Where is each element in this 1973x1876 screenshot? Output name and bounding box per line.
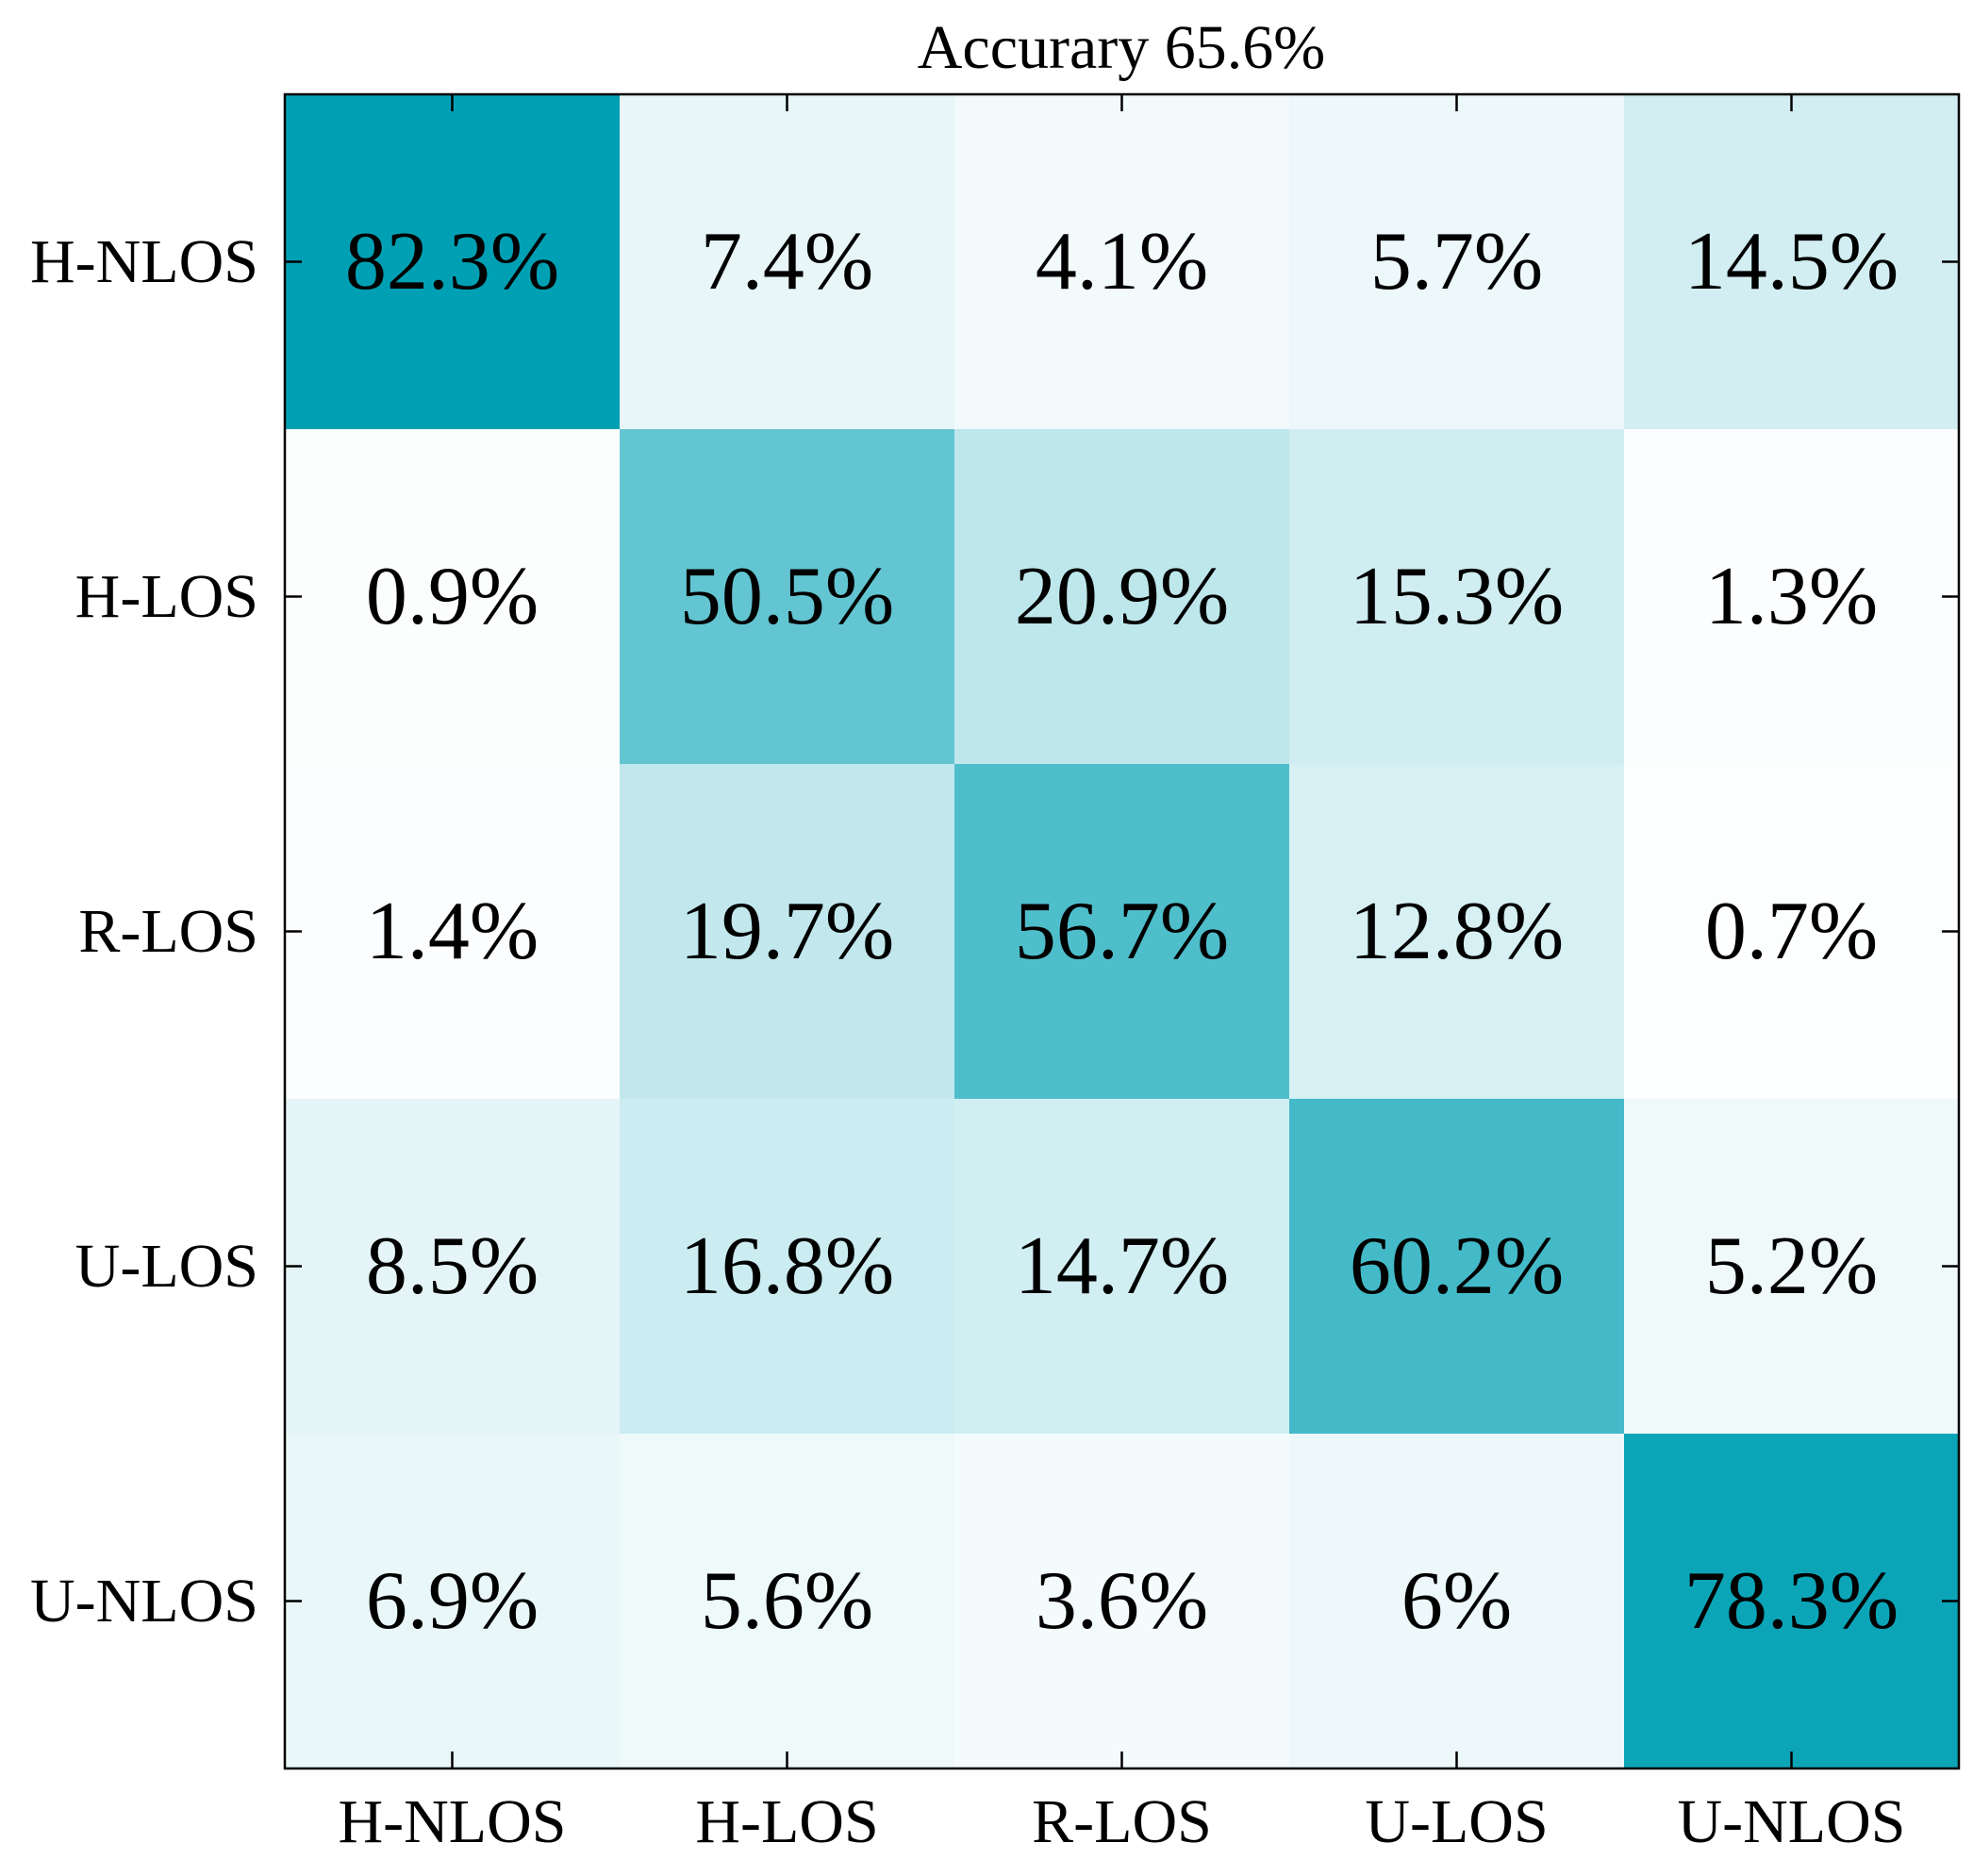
cell-value-label: 0.9% — [366, 551, 539, 642]
y-tick-label: H-LOS — [75, 562, 258, 631]
heatmap-cell-u-los-r-los — [954, 1099, 1290, 1435]
heatmap-cell-h-los-u-los — [1289, 429, 1625, 765]
heatmap-cell-labels: 82.3% 7.4% 4.1% 5.7% 14.5% 0.9% 50.5% 20.9% 15.3… — [345, 216, 1898, 1647]
cell-value-label: 15.3% — [1350, 551, 1564, 642]
heatmap-cell-h-los-h-nlos — [285, 429, 621, 765]
x-tick-label: U-NLOS — [1678, 1787, 1906, 1856]
heatmap-cell-h-nlos-u-nlos — [1624, 94, 1960, 430]
y-tick-label: U-LOS — [75, 1232, 258, 1301]
cell-value-label: 6.9% — [366, 1555, 539, 1647]
y-tick-label: R-LOS — [78, 897, 258, 966]
heatmap-cell-r-los-u-nlos — [1624, 764, 1960, 1100]
cell-value-label: 6% — [1401, 1555, 1512, 1647]
x-tick-label: U-LOS — [1365, 1787, 1548, 1856]
x-tick-label: R-LOS — [1032, 1787, 1212, 1856]
cell-value-label: 1.4% — [366, 886, 539, 977]
heatmap-cell-u-nlos-h-nlos — [285, 1434, 621, 1769]
heatmap-cell-u-los-u-los — [1289, 1099, 1625, 1435]
cell-value-label: 7.4% — [701, 216, 873, 307]
heatmap-cell-r-los-h-los — [620, 764, 955, 1100]
heatmap-cell-u-nlos-u-los — [1289, 1434, 1625, 1769]
heatmap-cell-h-los-u-nlos — [1624, 429, 1960, 765]
y-tick-label: H-NLOS — [30, 227, 258, 296]
heatmap-cell-h-nlos-h-los — [620, 94, 955, 430]
heatmap-cell-r-los-h-nlos — [285, 764, 621, 1100]
cell-value-label: 5.2% — [1705, 1220, 1878, 1312]
cell-value-label: 5.6% — [701, 1555, 873, 1647]
y-tick-label: U-NLOS — [30, 1567, 258, 1635]
cell-value-label: 3.6% — [1036, 1555, 1208, 1647]
y-axis-tick-labels: H-NLOS H-LOS R-LOS U-LOS U-NLOS — [30, 227, 258, 1635]
cell-value-label: 0.7% — [1705, 886, 1878, 977]
cell-value-label: 16.8% — [680, 1220, 894, 1312]
cell-value-label: 8.5% — [366, 1220, 539, 1312]
x-tick-label: H-NLOS — [339, 1787, 567, 1856]
x-axis-tick-labels: H-NLOS H-LOS R-LOS U-LOS U-NLOS — [339, 1787, 1906, 1856]
x-tick-label: H-LOS — [695, 1787, 878, 1856]
heatmap-cell-u-los-u-nlos — [1624, 1099, 1960, 1435]
heatmap-cell-h-nlos-r-los — [954, 94, 1290, 430]
heatmap-cell-h-los-h-los — [620, 429, 955, 765]
cell-value-label: 78.3% — [1684, 1555, 1898, 1647]
cell-value-label: 60.2% — [1350, 1220, 1564, 1312]
heatmap-cell-u-nlos-h-los — [620, 1434, 955, 1769]
cell-value-label: 5.7% — [1370, 216, 1543, 307]
cell-value-label: 14.7% — [1015, 1220, 1229, 1312]
cell-value-label: 1.3% — [1705, 551, 1878, 642]
heatmap-cell-u-los-h-los — [620, 1099, 955, 1435]
cell-value-label: 20.9% — [1015, 551, 1229, 642]
heatmap-cell-u-nlos-u-nlos — [1624, 1434, 1960, 1769]
chart-title: Accurary 65.6% — [918, 13, 1325, 82]
cell-value-label: 50.5% — [680, 551, 894, 642]
heatmap-cell-u-los-h-nlos — [285, 1099, 621, 1435]
heatmap-cell-r-los-u-los — [1289, 764, 1625, 1100]
heatmap-cell-u-nlos-r-los — [954, 1434, 1290, 1769]
cell-value-label: 82.3% — [345, 216, 559, 307]
cell-value-label: 56.7% — [1015, 886, 1229, 977]
heatmap-cells — [285, 94, 1960, 1769]
axis-ticks — [285, 94, 1959, 1768]
heatmap-cell-h-nlos-h-nlos — [285, 94, 621, 430]
cell-value-label: 12.8% — [1350, 886, 1564, 977]
heatmap-cell-h-los-r-los — [954, 429, 1290, 765]
cell-value-label: 14.5% — [1684, 216, 1898, 307]
cell-value-label: 19.7% — [680, 886, 894, 977]
heatmap-cell-r-los-r-los — [954, 764, 1290, 1100]
cell-value-label: 4.1% — [1036, 216, 1208, 307]
heatmap-cell-h-nlos-u-los — [1289, 94, 1625, 430]
